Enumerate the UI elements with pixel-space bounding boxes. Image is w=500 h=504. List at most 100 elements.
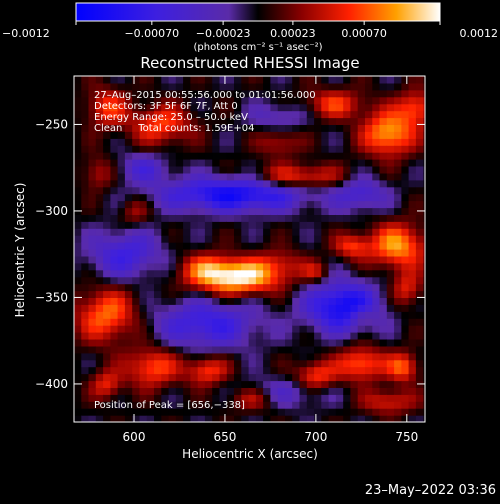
heatmap-cell [117, 193, 126, 202]
heatmap-cell [270, 394, 279, 402]
heatmap-cell [117, 76, 126, 84]
heatmap-cell [168, 311, 177, 319]
heatmap-cell [321, 290, 330, 298]
heatmap-cell [110, 401, 119, 409]
heatmap-cell [350, 415, 359, 422]
heatmap-cell [350, 221, 359, 229]
heatmap-cell [161, 221, 170, 229]
heatmap-cell [401, 297, 410, 305]
heatmap-cell [343, 249, 352, 257]
heatmap-cell [314, 283, 322, 292]
heatmap-cell [401, 318, 410, 326]
heatmap-cell [241, 110, 250, 119]
heatmap-cell [299, 373, 308, 382]
heatmap-cell [197, 332, 206, 340]
heatmap-cell [88, 269, 97, 278]
heatmap-cell [321, 242, 330, 250]
heatmap-cell [277, 242, 286, 250]
heatmap-cell [365, 408, 373, 416]
heatmap-cell [270, 290, 279, 298]
heatmap-cell [401, 283, 410, 292]
heatmap-cell [226, 186, 235, 195]
heatmap-cell [343, 401, 352, 409]
heatmap-cell [415, 152, 424, 160]
heatmap-cell [226, 200, 235, 209]
heatmap-cell [379, 387, 388, 395]
heatmap-cell [372, 228, 381, 236]
heatmap-cell [357, 152, 366, 160]
heatmap-cell [168, 283, 177, 292]
heatmap-cell [335, 380, 344, 388]
heatmap-cell [365, 332, 373, 340]
heatmap-cell [204, 131, 213, 139]
heatmap-cell [117, 387, 126, 395]
heatmap-cell [234, 394, 242, 402]
heatmap-cell [415, 297, 424, 305]
heatmap-cell [321, 131, 330, 139]
heatmap-cell [343, 276, 352, 285]
heatmap-cell [350, 89, 359, 98]
heatmap-cell [212, 235, 221, 243]
heatmap-cell [299, 401, 308, 409]
heatmap-cell [183, 124, 191, 132]
heatmap-cell [124, 366, 133, 375]
heatmap-cell [204, 242, 213, 250]
heatmap-cell [81, 297, 90, 305]
heatmap-cell [415, 96, 424, 105]
heatmap-cell [81, 332, 90, 340]
heatmap-cell [132, 228, 141, 236]
heatmap-cell [306, 145, 315, 153]
heatmap-cell [139, 255, 148, 264]
heatmap-cell [74, 387, 82, 395]
heatmap-cell [241, 325, 250, 333]
heatmap-cell [132, 415, 141, 422]
heatmap-cell [161, 166, 170, 174]
heatmap-cell [357, 373, 366, 382]
heatmap-cell [88, 408, 97, 416]
heatmap-cell [423, 262, 425, 271]
heatmap-cell [263, 131, 271, 139]
heatmap-cell [146, 387, 155, 395]
heatmap-cell [401, 159, 410, 167]
heatmap-cell [394, 186, 402, 195]
heatmap-cell [372, 89, 381, 98]
heatmap-cell [219, 401, 228, 409]
heatmap-cell [117, 166, 126, 174]
heatmap-cell [299, 242, 308, 250]
heatmap-cell [372, 290, 381, 298]
heatmap-cell [146, 352, 155, 361]
heatmap-cell [226, 401, 235, 409]
heatmap-cell [168, 373, 177, 382]
heatmap-cell [255, 200, 264, 209]
heatmap-cell [277, 387, 286, 395]
heatmap-cell [124, 179, 133, 188]
heatmap-cell [350, 373, 359, 382]
heatmap-cell [335, 249, 344, 257]
heatmap-cell [241, 408, 250, 416]
heatmap-cell [423, 408, 425, 416]
heatmap-cell [357, 228, 366, 236]
heatmap-cell [277, 394, 286, 402]
heatmap-cell [175, 380, 184, 388]
heatmap-cell [117, 235, 126, 243]
heatmap-cell [124, 172, 133, 181]
heatmap-cell [415, 235, 424, 243]
heatmap-cell [183, 152, 191, 160]
heatmap-cell [204, 207, 213, 215]
heatmap-cell [81, 262, 90, 271]
heatmap-cell [226, 172, 235, 181]
heatmap-cell [423, 117, 425, 125]
heatmap-cell [335, 193, 344, 202]
heatmap-cell [241, 124, 250, 132]
heatmap-cell [379, 228, 388, 236]
heatmap-cell [248, 82, 257, 91]
heatmap-cell [394, 269, 402, 278]
heatmap-cell [270, 207, 279, 215]
heatmap-cell [204, 124, 213, 132]
heatmap-cell [343, 325, 352, 333]
heatmap-cell [146, 276, 155, 285]
heatmap-cell [299, 179, 308, 188]
heatmap-cell [103, 207, 111, 215]
heatmap-cell [379, 262, 388, 271]
heatmap-cell [204, 269, 213, 278]
